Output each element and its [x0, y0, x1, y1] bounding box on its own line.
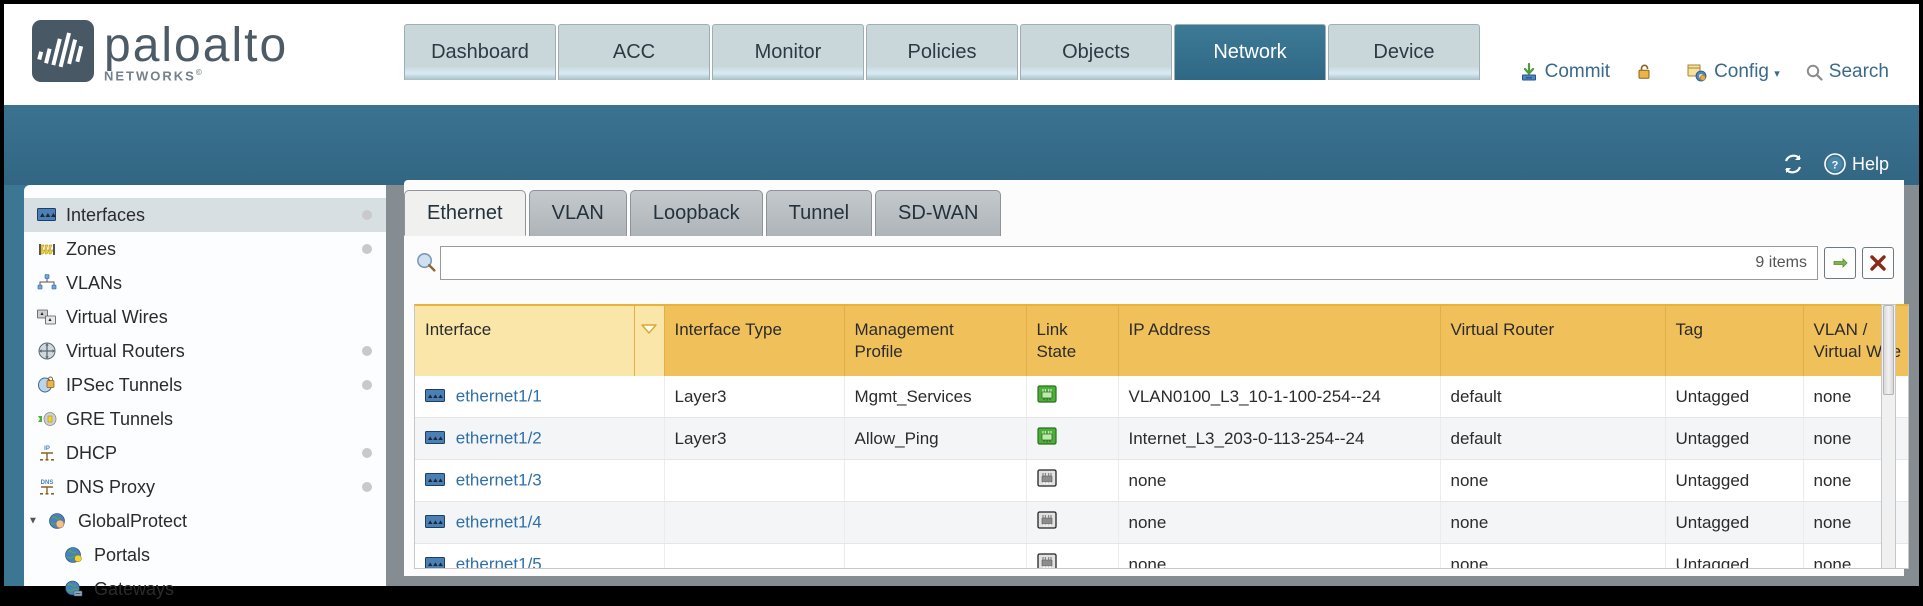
svg-text:IP: IP	[44, 446, 50, 452]
svg-text:?: ?	[1832, 160, 1839, 172]
svg-text:DNS: DNS	[41, 480, 54, 486]
